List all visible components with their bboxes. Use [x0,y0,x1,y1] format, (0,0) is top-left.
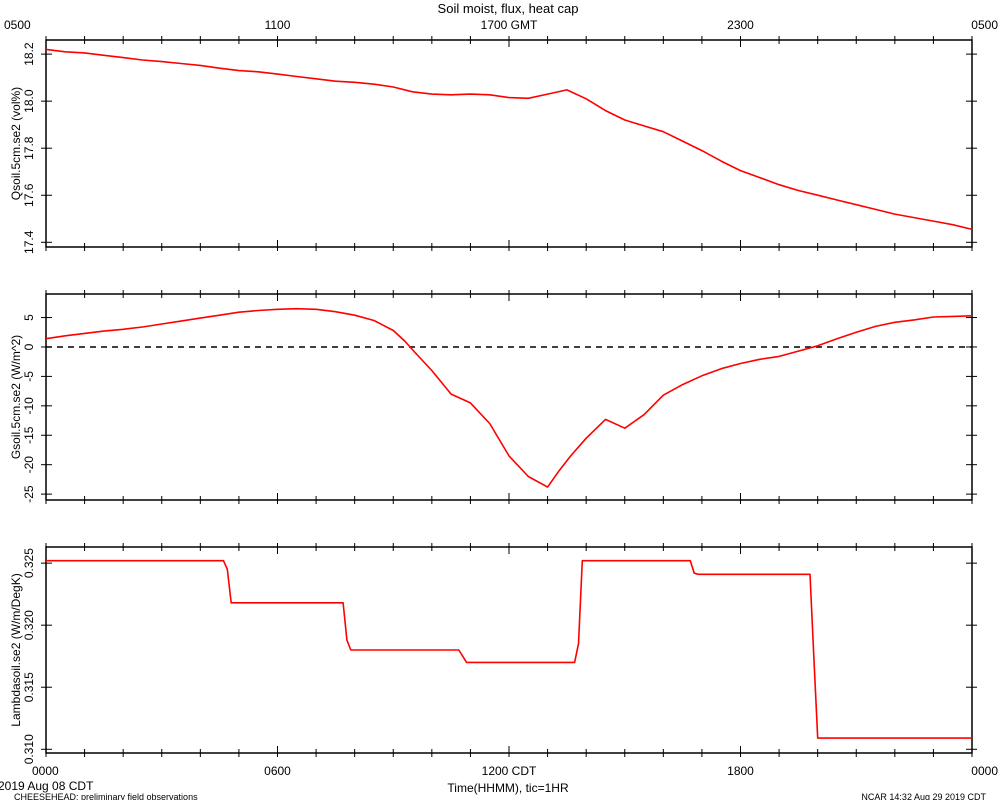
bottom-tick-label: 0000 [971,764,998,778]
y-tick-label: 18.0 [22,89,36,113]
chart-panel-1: 17.4 17.6 17.8 18.0 18.2 Qsoil.5cm.se2 (vol%) [9,36,977,254]
series-line-1 [45,48,973,231]
chart-title: Soil moist, flux, heat cap [438,1,579,16]
top-tick-label: 1100 [265,18,291,32]
y-axis-label: Qsoil.5cm.se2 (vol%) [9,87,23,200]
date-label: 2019 Aug 08 CDT [0,779,94,793]
bottom-tick-label: 0600 [264,764,291,778]
series-line-3 [46,559,972,739]
y-axis-label: Lambdasoil.se2 (W/m/DegK) [9,573,23,726]
y-axis-label: Gsoil.5cm.se2 (W/m^2) [9,335,23,459]
y-tick-label: 0 [22,343,36,350]
footer-left: CHEESEHEAD: preliminary field observatio… [14,792,198,800]
x-axis-label: Time(HHMM), tic=1HR [447,781,569,795]
y-tick-label: 5 [22,314,36,321]
y-tick-label: 17.8 [22,136,36,160]
bottom-tick-label: 1200 CDT [482,764,537,778]
top-tick-label: 0500 [971,18,998,32]
y-tick-label: -20 [22,456,36,474]
y-tick-label: 0.325 [22,548,36,578]
y-tick-label: 0.310 [22,734,36,764]
y-tick-label: -15 [22,426,36,444]
plot-frame [45,546,973,754]
y-tick-label: -10 [22,397,36,415]
top-tick-label: 1700 GMT [481,18,538,32]
y-tick-label: 0.315 [22,672,36,702]
y-tick-label: 0.320 [22,610,36,640]
plot-frame [45,39,973,248]
y-tick-label: -5 [22,371,36,382]
top-tick-label: 2300 [727,18,754,32]
bottom-tick-label: 0000 [32,764,59,778]
y-tick-label: 18.2 [22,42,36,66]
y-tick-label: 17.6 [22,183,36,207]
plot-frame [45,293,973,501]
bottom-tick-label: 1800 [727,764,754,778]
series-line-2 [45,307,973,488]
footer-right: NCAR 14:32 Aug 29 2019 CDT [861,792,986,800]
y-tick-label: 17.4 [22,230,36,254]
top-tick-label: 0500 [4,18,31,32]
chart-panel-2: -25 -20 -15 -10 -5 0 5 Gsoil.5cm.se2 (W/m^2) [9,290,977,504]
y-tick-label: -25 [22,485,36,503]
